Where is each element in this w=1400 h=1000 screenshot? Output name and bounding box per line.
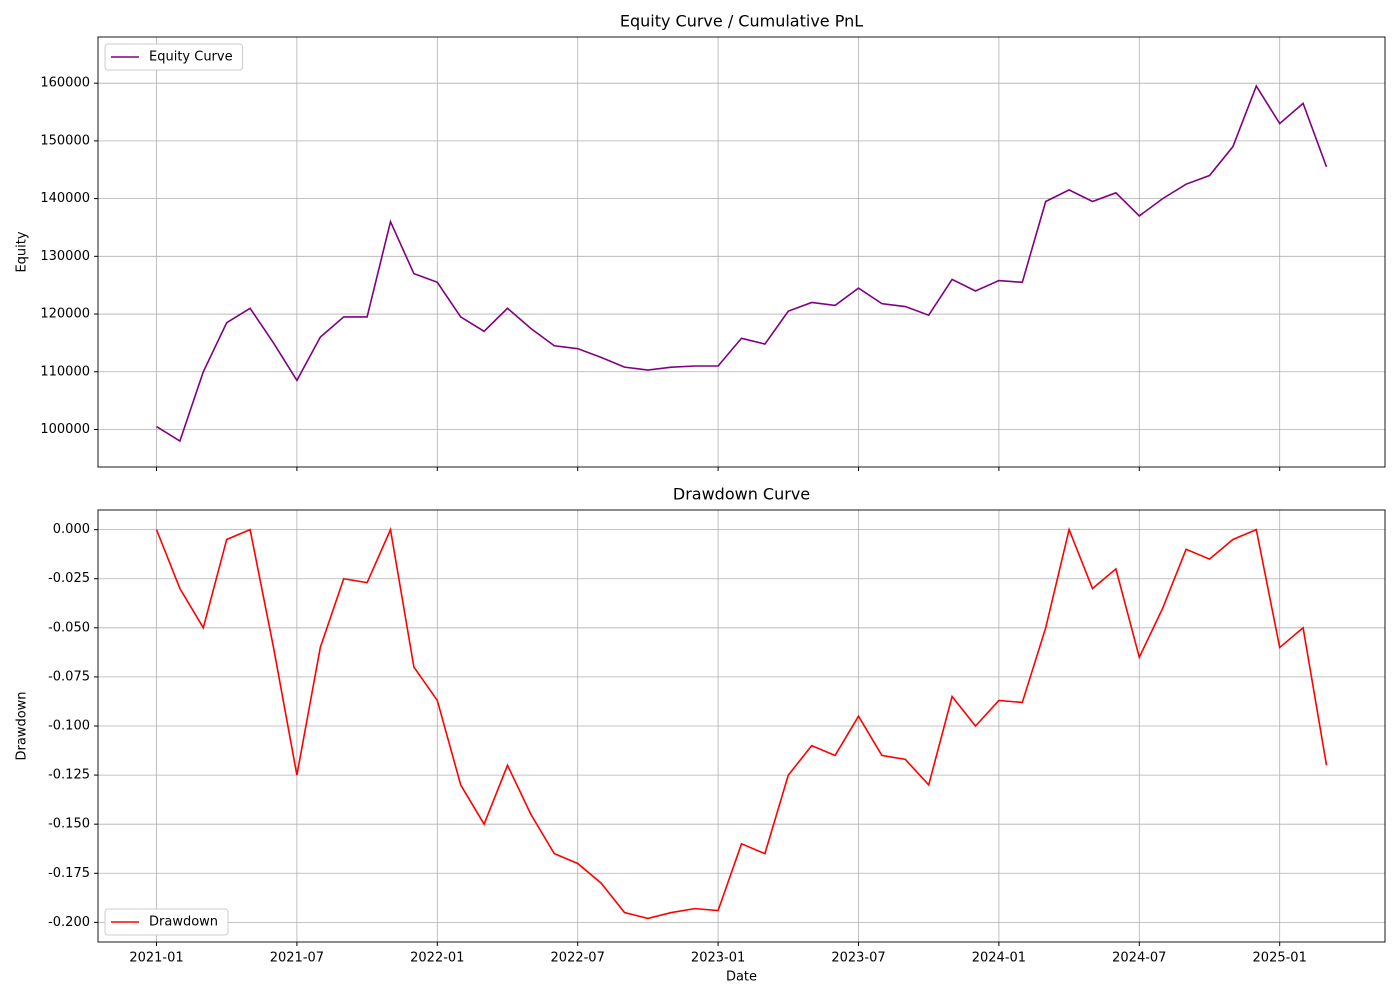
y-tick-label: -0.175 (48, 866, 90, 881)
y-tick-label: -0.150 (48, 817, 90, 832)
legend-label: Drawdown (149, 915, 218, 930)
y-tick-label: -0.200 (48, 915, 90, 930)
axes-frame (97, 36, 1386, 468)
y-tick-label: 160000 (40, 76, 90, 91)
y-tick-label: -0.050 (48, 620, 90, 635)
y-axis-label: Equity (15, 231, 30, 272)
y-axis-label: Drawdown (15, 691, 30, 760)
y-tick-label: 110000 (40, 364, 90, 379)
legend-box (104, 908, 229, 936)
x-tick-label: 2022-07 (551, 951, 605, 966)
x-tick-label: 2023-07 (831, 951, 885, 966)
y-tick-label: 0.000 (53, 522, 90, 537)
y-tick-label: -0.025 (48, 571, 90, 586)
x-tick-label: 2023-01 (691, 951, 745, 966)
data-line (155, 526, 1328, 920)
x-tick-label: 2024-01 (972, 951, 1026, 966)
x-tick-label: 2021-01 (129, 951, 183, 966)
y-tick-label: -0.075 (48, 669, 90, 684)
axes-frame (97, 509, 1386, 943)
y-tick-label: 130000 (40, 249, 90, 264)
chart-title: Drawdown Curve (673, 485, 810, 504)
y-tick-label: -0.125 (48, 768, 90, 783)
x-tick-label: 2025-01 (1253, 951, 1307, 966)
x-tick-label: 2024-07 (1112, 951, 1166, 966)
x-tick-label: 2021-07 (270, 951, 324, 966)
legend-label: Equity Curve (149, 50, 233, 65)
x-axis-label: Date (726, 970, 757, 985)
legend: Equity Curve (104, 43, 244, 71)
chart-title: Equity Curve / Cumulative PnL (620, 12, 863, 31)
x-tick-label: 2022-01 (410, 951, 464, 966)
legend-box (104, 43, 244, 71)
y-tick-label: 140000 (40, 191, 90, 206)
legend: Drawdown (104, 908, 229, 936)
y-tick-label: -0.100 (48, 719, 90, 734)
data-line (156, 84, 1328, 443)
y-tick-label: 120000 (40, 307, 90, 322)
y-tick-label: 100000 (40, 422, 90, 437)
y-tick-label: 150000 (40, 133, 90, 148)
